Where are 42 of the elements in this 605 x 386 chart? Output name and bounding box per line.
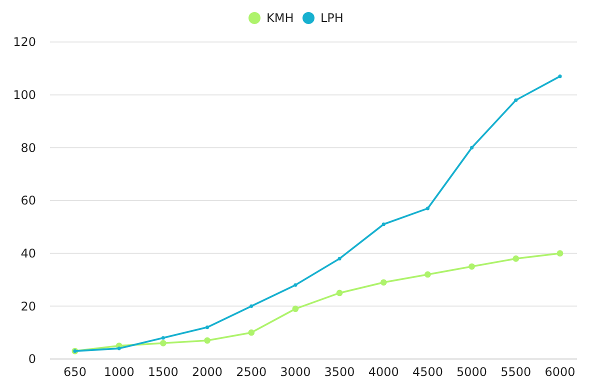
point bbox=[382, 222, 386, 226]
x-tick-label: 1500 bbox=[148, 365, 178, 379]
y-tick-label: 120 bbox=[13, 35, 36, 50]
point bbox=[250, 304, 254, 308]
x-tick-label: 4500 bbox=[412, 365, 443, 379]
x-tick-label: 5500 bbox=[500, 365, 532, 379]
point bbox=[336, 290, 343, 296]
legend-label: LPH bbox=[320, 11, 344, 26]
point bbox=[470, 146, 474, 150]
y-tick-label: 40 bbox=[20, 246, 36, 261]
point bbox=[161, 336, 165, 340]
x-tick-label: 3500 bbox=[324, 365, 355, 379]
y-tick-label: 0 bbox=[28, 352, 36, 366]
x-tick-label: 5000 bbox=[456, 365, 488, 379]
y-tick-label: 100 bbox=[13, 88, 36, 102]
point bbox=[248, 329, 255, 336]
x-tick-label: 2000 bbox=[192, 365, 223, 379]
x-tick-label: 3000 bbox=[280, 365, 311, 379]
x-tick-label: 650 bbox=[64, 365, 86, 379]
point bbox=[205, 326, 210, 330]
point bbox=[294, 283, 298, 287]
point bbox=[558, 74, 562, 78]
y-tick-label: 80 bbox=[20, 140, 36, 155]
point bbox=[204, 337, 210, 344]
point bbox=[160, 340, 166, 346]
x-tick-label: 1000 bbox=[104, 365, 134, 379]
point bbox=[512, 255, 520, 262]
point bbox=[338, 256, 342, 260]
point bbox=[426, 206, 430, 210]
point bbox=[514, 98, 518, 102]
point bbox=[117, 346, 121, 350]
x-tick-label: 2500 bbox=[236, 365, 267, 379]
point bbox=[424, 271, 431, 278]
y-tick-label: 60 bbox=[20, 194, 36, 208]
point bbox=[292, 306, 299, 312]
x-tick-label: 4000 bbox=[368, 365, 399, 379]
point bbox=[556, 250, 564, 257]
legend-label: KMH bbox=[266, 11, 294, 26]
x-tick-label: 6000 bbox=[544, 365, 576, 379]
point bbox=[380, 279, 387, 286]
y-tick-label: 20 bbox=[20, 299, 36, 314]
point bbox=[468, 263, 476, 270]
